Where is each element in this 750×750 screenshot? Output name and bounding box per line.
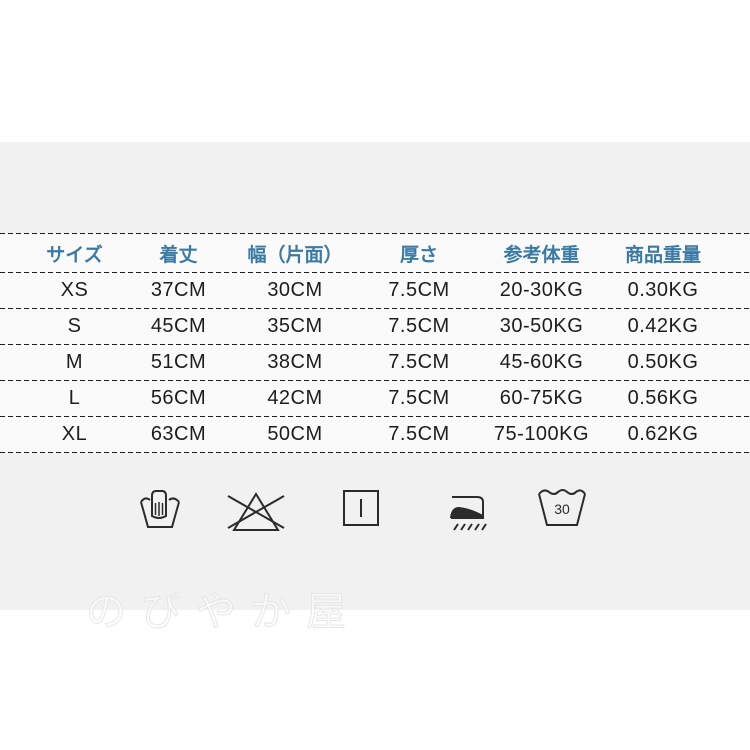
dashed-divider bbox=[0, 416, 750, 417]
table-cell: 37CM bbox=[150, 279, 207, 301]
table-cell: 0.50KG bbox=[627, 351, 699, 373]
header-cell-thickness: 厚さ bbox=[399, 244, 438, 266]
table-cell: 7.5CM bbox=[388, 423, 450, 445]
dashed-divider bbox=[0, 380, 750, 381]
table-cell: 42CM bbox=[267, 387, 323, 409]
table-row-l: L 56CM 42CM 7.5CM 60-75KG 0.56KG bbox=[0, 381, 750, 416]
table-cell: 50CM bbox=[267, 423, 323, 445]
dashed-divider bbox=[0, 308, 750, 309]
header-cell-width: 幅（片面） bbox=[247, 244, 343, 266]
table-cell: 7.5CM bbox=[388, 315, 450, 337]
table-cell: 20-30KG bbox=[499, 279, 584, 301]
table-cell: 45CM bbox=[150, 315, 207, 337]
table-cell: 0.30KG bbox=[627, 279, 699, 301]
table-cell: 75-100KG bbox=[493, 423, 590, 445]
do-not-bleach-icon bbox=[226, 484, 286, 534]
iron-steam-icon bbox=[444, 484, 490, 534]
table-cell: 38CM bbox=[267, 351, 323, 373]
hand-wash-icon bbox=[138, 486, 182, 532]
dashed-divider bbox=[0, 452, 750, 453]
table-cell: 0.62KG bbox=[627, 423, 699, 445]
table-cell: 51CM bbox=[150, 351, 207, 373]
table-cell: 35CM bbox=[267, 315, 323, 337]
table-row-xs: XS 37CM 30CM 7.5CM 20-30KG 0.30KG bbox=[0, 273, 750, 308]
table-cell: 7.5CM bbox=[388, 387, 450, 409]
table-cell: 30CM bbox=[267, 279, 323, 301]
table-row-m: M 51CM 38CM 7.5CM 45-60KG 0.50KG bbox=[0, 345, 750, 380]
table-cell: 30-50KG bbox=[499, 315, 584, 337]
table-row-xl: XL 63CM 50CM 7.5CM 75-100KG 0.62KG bbox=[0, 417, 750, 452]
machine-wash-30-icon: 30 bbox=[536, 482, 588, 530]
table-cell: S bbox=[67, 315, 82, 337]
table-cell: 63CM bbox=[150, 423, 207, 445]
table-cell: 7.5CM bbox=[388, 279, 450, 301]
dashed-divider bbox=[0, 272, 750, 273]
table-header-row: サイズ 着丈 幅（片面） 厚さ 参考体重 商品重量 bbox=[0, 234, 750, 272]
table-cell: XS bbox=[60, 279, 89, 301]
table-cell: 56CM bbox=[150, 387, 207, 409]
table-cell: 7.5CM bbox=[388, 351, 450, 373]
table-cell: L bbox=[68, 387, 81, 409]
drip-dry-icon bbox=[341, 488, 381, 528]
dashed-divider bbox=[0, 344, 750, 345]
table-cell: M bbox=[65, 351, 84, 373]
header-cell-length: 着丈 bbox=[159, 244, 198, 266]
size-chart-table: サイズ 着丈 幅（片面） 厚さ 参考体重 商品重量 XS 37CM 30CM 7… bbox=[0, 233, 750, 453]
table-cell: 45-60KG bbox=[499, 351, 584, 373]
wash-temperature-label: 30 bbox=[554, 501, 570, 517]
table-cell: 60-75KG bbox=[499, 387, 584, 409]
table-cell: 0.42KG bbox=[627, 315, 699, 337]
table-row-s: S 45CM 35CM 7.5CM 30-50KG 0.42KG bbox=[0, 309, 750, 344]
header-cell-ref-weight: 参考体重 bbox=[503, 244, 580, 266]
header-cell-product-weight: 商品重量 bbox=[624, 244, 701, 266]
header-cell-size: サイズ bbox=[46, 244, 103, 266]
table-cell: XL bbox=[61, 423, 88, 445]
table-cell: 0.56KG bbox=[627, 387, 699, 409]
dashed-divider bbox=[0, 233, 750, 234]
